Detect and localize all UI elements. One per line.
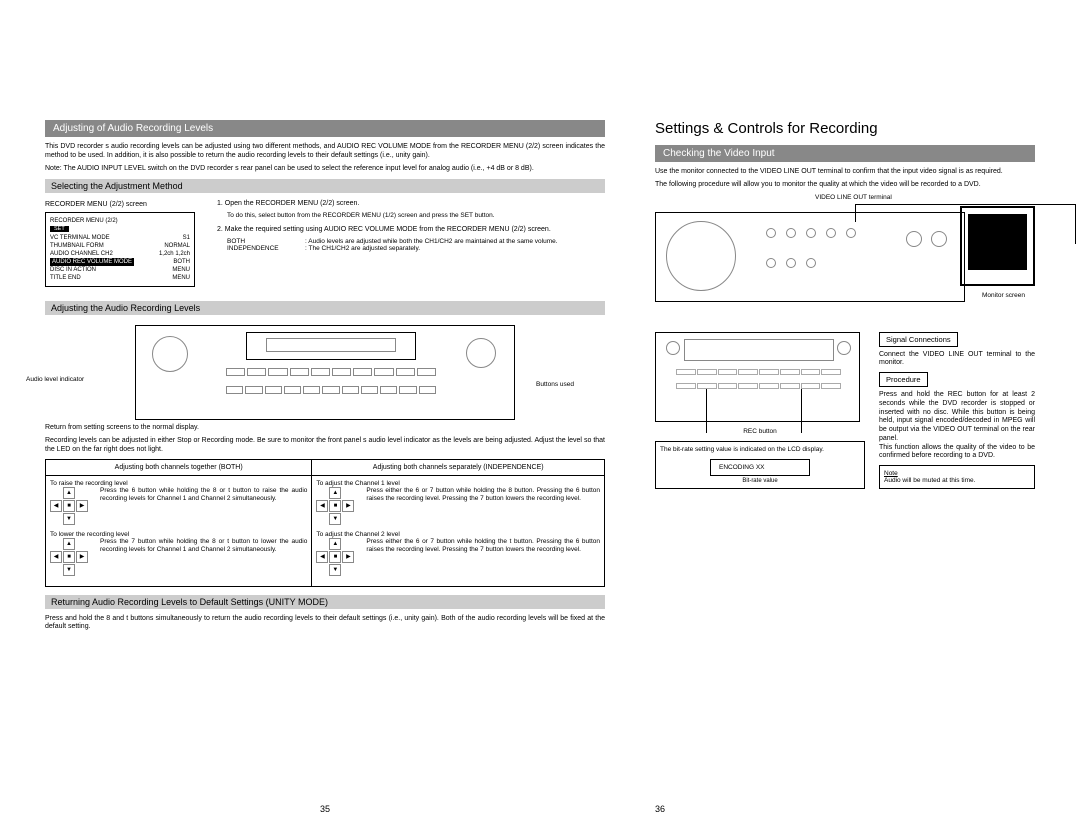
both-desc: : Audio levels are adjusted while both t… bbox=[305, 238, 605, 245]
sub-unity-mode: Returning Audio Recording Levels to Defa… bbox=[45, 595, 605, 609]
front-panel-diagram bbox=[655, 332, 860, 422]
monitor-icon bbox=[960, 206, 1035, 286]
rear-connection-diagram: VIDEO LINE OUT terminal Monitor screen bbox=[655, 194, 1035, 324]
lower-left-title: To lower the recording level bbox=[50, 531, 307, 538]
step-2: 2. Make the required setting using AUDIO… bbox=[217, 225, 605, 234]
unity-text: Press and hold the 8 and t buttons simul… bbox=[45, 615, 605, 633]
raise-left-text: Press the 6 button while holding the 8 o… bbox=[100, 487, 307, 504]
signal-connections-title: Signal Connections bbox=[879, 332, 958, 347]
audio-level-indicator-label: Audio level indicator bbox=[26, 376, 84, 383]
sub-select-method: Selecting the Adjustment Method bbox=[45, 179, 605, 193]
independence-label: INDEPENDENCE bbox=[227, 245, 297, 252]
menu-set: SET bbox=[50, 226, 69, 232]
note-box: Note Audio will be muted at this time. bbox=[879, 465, 1035, 489]
monitor-label: Monitor screen bbox=[982, 292, 1025, 299]
rec-button-label: REC button bbox=[655, 428, 865, 435]
section-title-left: Adjusting of Audio Recording Levels bbox=[45, 120, 605, 137]
raise-right-text: Press either the 6 or 7 button while hol… bbox=[366, 487, 600, 504]
menu-title: RECORDER MENU (2/2) bbox=[50, 217, 190, 225]
intro-text: This DVD recorder s audio recording leve… bbox=[45, 143, 605, 161]
dpad-icon: ▲◀■▶▼ bbox=[316, 487, 354, 525]
section-title-right: Checking the Video Input bbox=[655, 145, 1035, 162]
page-number-left: 35 bbox=[45, 804, 605, 814]
note-text: Note: The AUDIO INPUT LEVEL switch on th… bbox=[45, 165, 605, 174]
dpad-icon: ▲◀■▶▼ bbox=[50, 487, 88, 525]
post-text-2: Recording levels can be adjusted in eith… bbox=[45, 437, 605, 455]
both-label: BOTH bbox=[227, 238, 297, 245]
right-intro-2: The following procedure will allow you t… bbox=[655, 181, 1035, 190]
right-intro-1: Use the monitor connected to the VIDEO L… bbox=[655, 168, 1035, 177]
procedure-text: Press and hold the REC button for at lea… bbox=[879, 391, 1035, 461]
bitrate-info-box: The bit-rate setting value is indicated … bbox=[655, 441, 865, 489]
sub-adjust-levels: Adjusting the Audio Recording Levels bbox=[45, 301, 605, 315]
raise-left-title: To raise the recording level bbox=[50, 480, 307, 487]
note-title: Note bbox=[884, 470, 1030, 477]
signal-connections-text: Connect the VIDEO LINE OUT terminal to t… bbox=[879, 351, 1035, 369]
main-title: Settings & Controls for Recording bbox=[655, 120, 1035, 137]
independence-desc: : The CH1/CH2 are adjusted separately. bbox=[305, 245, 605, 252]
post-text-1: Return from setting screens to the norma… bbox=[45, 424, 605, 433]
buttons-used-label: Buttons used bbox=[536, 381, 574, 388]
adjustment-table: Adjusting both channels together (BOTH) … bbox=[45, 459, 605, 587]
step-1: 1. Open the RECORDER MENU (2/2) screen. bbox=[217, 199, 605, 208]
bitrate-value-label: Bit-rate value bbox=[660, 478, 860, 484]
dpad-icon: ▲◀■▶▼ bbox=[316, 538, 354, 576]
device-diagram: Audio level indicator Buttons used bbox=[135, 325, 515, 420]
lower-right-title: To adjust the Channel 2 level bbox=[316, 531, 600, 538]
procedure-title: Procedure bbox=[879, 372, 928, 387]
recorder-menu-box: RECORDER MENU (2/2) SET VC TERMINAL MODE… bbox=[45, 212, 195, 287]
bitrate-text: The bit-rate setting value is indicated … bbox=[660, 446, 860, 453]
encoding-display: ENCODING XX bbox=[710, 459, 810, 476]
raise-right-title: To adjust the Channel 1 level bbox=[316, 480, 600, 487]
tbl-hdr-independence: Adjusting both channels separately (INDE… bbox=[312, 459, 605, 475]
method-columns: RECORDER MENU (2/2) screen RECORDER MENU… bbox=[45, 199, 605, 287]
page-right: Settings & Controls for Recording Checki… bbox=[655, 120, 1035, 814]
menu-caption: RECORDER MENU (2/2) screen bbox=[45, 201, 205, 208]
dpad-icon: ▲◀■▶▼ bbox=[50, 538, 88, 576]
vlo-label: VIDEO LINE OUT terminal bbox=[815, 194, 892, 201]
tbl-hdr-both: Adjusting both channels together (BOTH) bbox=[46, 459, 312, 475]
step-1-sub: To do this, select button from the RECOR… bbox=[227, 212, 605, 219]
page-left: Adjusting of Audio Recording Levels This… bbox=[45, 120, 605, 814]
page-number-right: 36 bbox=[655, 804, 1035, 814]
note-content: Audio will be muted at this time. bbox=[884, 477, 1030, 484]
lower-right-text: Press either the 6 or 7 button while hol… bbox=[366, 538, 600, 555]
lower-left-text: Press the 7 button while holding the 8 o… bbox=[100, 538, 307, 555]
